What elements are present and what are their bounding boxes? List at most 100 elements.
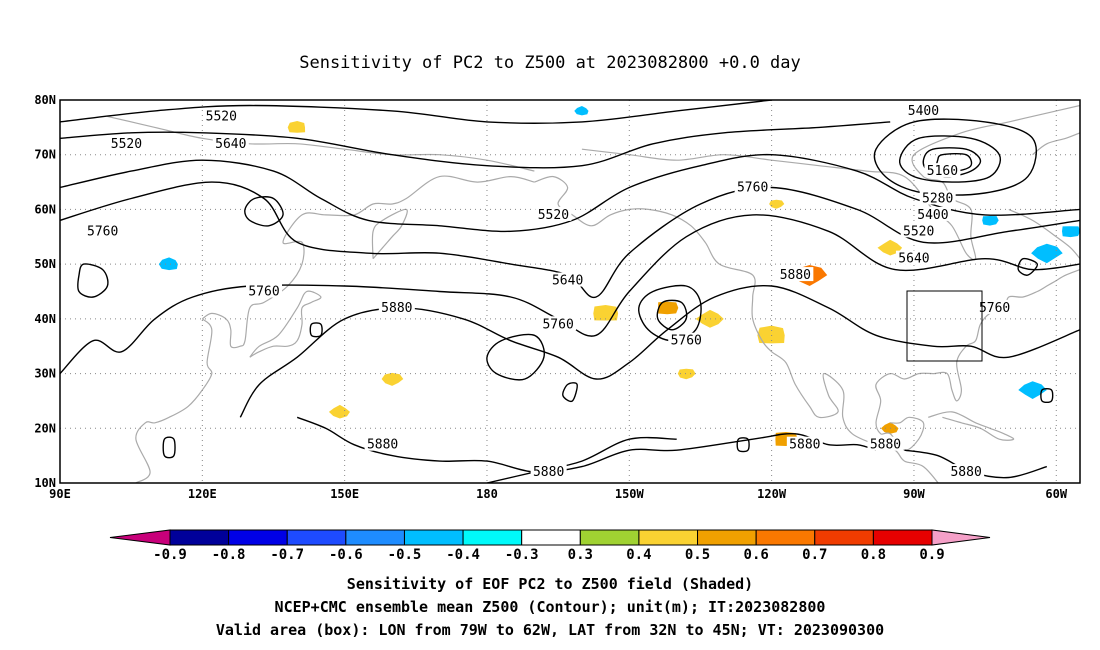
footer-line-1: Sensitivity of EOF PC2 to Z500 field (Sh… bbox=[347, 575, 753, 593]
contour-label-bg bbox=[976, 299, 1013, 314]
coastline bbox=[107, 115, 535, 172]
coastline bbox=[371, 208, 408, 260]
contour-label: 5880 bbox=[381, 301, 412, 316]
sensitivity-patch bbox=[381, 372, 404, 386]
valid-area-box bbox=[906, 290, 983, 362]
colorbar-tick-label: -0.4 bbox=[446, 547, 480, 563]
lat-tick-label: 10N bbox=[34, 476, 56, 490]
contour-label-bg bbox=[246, 283, 282, 298]
sensitivity-patch bbox=[158, 257, 178, 271]
sensitivity-patch bbox=[1062, 226, 1080, 238]
contour-label-bg bbox=[203, 108, 240, 123]
coastlines-layer bbox=[107, 104, 1080, 483]
lon-tick-label: 60W bbox=[1045, 487, 1067, 501]
colorbar-swatch bbox=[638, 529, 699, 546]
z500-contour-loop bbox=[244, 196, 284, 227]
longitude-tick-labels: 90E 120E 150E 180 150W 120W 90W 60W bbox=[49, 487, 1068, 501]
contour-label-bg bbox=[535, 206, 572, 221]
contour-label-bg bbox=[905, 102, 942, 117]
contour-label: 5520 bbox=[206, 109, 237, 124]
sensitivity-patch bbox=[574, 106, 589, 116]
colorbar-tick-label: -0.3 bbox=[505, 547, 539, 563]
coastline bbox=[581, 104, 1080, 261]
sensitivity-patch bbox=[287, 121, 306, 133]
coastline bbox=[135, 318, 213, 483]
colorbar-tick-label: -0.6 bbox=[329, 547, 363, 563]
sensitivity-patch bbox=[881, 422, 899, 434]
sensitivity-patch bbox=[658, 301, 679, 315]
colorbar-tick-label: 0.5 bbox=[685, 547, 710, 563]
footer-line-2: NCEP+CMC ensemble mean Z500 (Contour); u… bbox=[275, 598, 826, 616]
map-frame bbox=[59, 99, 1081, 484]
colorbar-tick-label: -0.9 bbox=[153, 547, 187, 563]
contour-label-bg bbox=[84, 223, 121, 238]
contour-label-bg bbox=[212, 135, 249, 150]
colorbar-tick-label: 0.3 bbox=[568, 547, 593, 563]
contour-label-bg bbox=[895, 250, 932, 265]
lon-tick-label: 150W bbox=[615, 487, 645, 501]
z500-contour-loop bbox=[486, 333, 545, 381]
contour-label-bg bbox=[378, 299, 415, 314]
lat-tick-label: 30N bbox=[34, 367, 56, 381]
contour-label-bg bbox=[108, 135, 145, 150]
colorbar-tick-label: 0.7 bbox=[802, 547, 827, 563]
contour-label-bg bbox=[777, 267, 814, 282]
contour-label-bg bbox=[540, 316, 577, 331]
z500-contour-loop bbox=[562, 382, 578, 403]
colorbar-swatch bbox=[169, 529, 230, 546]
contour-label-bg bbox=[734, 179, 771, 194]
lat-tick-label: 80N bbox=[34, 93, 56, 107]
sensitivity-patch bbox=[695, 309, 724, 328]
colorbar-swatch bbox=[286, 529, 347, 546]
lon-tick-label: 120W bbox=[757, 487, 787, 501]
colorbar-tick-label: 0.6 bbox=[744, 547, 769, 563]
contour-label: 5640 bbox=[215, 137, 246, 152]
z500-contour-loop bbox=[1017, 257, 1039, 276]
colorbar-swatch bbox=[697, 529, 757, 546]
colorbar-tick-label: 0.8 bbox=[861, 547, 886, 563]
sensitivity-patch bbox=[769, 199, 785, 209]
lon-tick-label: 90W bbox=[903, 487, 925, 501]
colorbar-swatch bbox=[755, 529, 816, 546]
contour-label-bg bbox=[948, 464, 985, 479]
contour-label: 5760 bbox=[671, 334, 702, 349]
contour-label: 5400 bbox=[917, 208, 948, 223]
z500-contour-loop bbox=[162, 436, 176, 459]
lat-tick-label: 20N bbox=[34, 421, 56, 435]
contour-label: 5640 bbox=[552, 274, 583, 289]
latitude-tick-labels: 80N 70N 60N 50N 40N 30N 20N 10N bbox=[34, 93, 56, 490]
z500-contour-loop bbox=[656, 299, 688, 331]
z500-contour-loop bbox=[77, 263, 109, 298]
contour-label-bg bbox=[867, 436, 904, 451]
contour-label-bg bbox=[530, 464, 567, 479]
contour-label: 5160 bbox=[927, 164, 958, 179]
sensitivity-patch bbox=[757, 325, 785, 344]
sensitivity-patch bbox=[982, 216, 999, 226]
colorbar: -0.9 -0.8 -0.7 -0.6 -0.5 -0.4 -0.3 0.3 0.4 0.5 0.6… bbox=[109, 529, 991, 563]
contour-label: 5760 bbox=[248, 285, 279, 300]
sensitivity-patch bbox=[877, 239, 903, 256]
z500-contour-line bbox=[60, 121, 891, 169]
sensitivity-shading-layer bbox=[158, 106, 1080, 446]
lon-tick-label: 90E bbox=[49, 487, 71, 501]
z500-contour-loop bbox=[309, 322, 323, 338]
contour-label-bg bbox=[914, 206, 951, 221]
contour-label-bg bbox=[900, 223, 937, 238]
coastline bbox=[201, 175, 535, 349]
colorbar-swatch bbox=[814, 529, 874, 546]
contour-label-bg bbox=[786, 436, 823, 451]
contour-label: 5880 bbox=[533, 465, 564, 480]
z500-contour-loop bbox=[898, 135, 1001, 183]
sensitivity-patch bbox=[1031, 243, 1063, 264]
contour-label: 5520 bbox=[903, 224, 934, 239]
colorbar-tick-label: 0.9 bbox=[919, 547, 944, 563]
lat-tick-label: 50N bbox=[34, 257, 56, 271]
colorbar-tick-label: -0.5 bbox=[388, 547, 422, 563]
colorbar-tick-label: 0.4 bbox=[626, 547, 651, 563]
colorbar-swatch bbox=[579, 529, 640, 546]
contour-label: 5760 bbox=[737, 181, 768, 196]
footer-line-3: Valid area (box): LON from 79W to 62W, L… bbox=[216, 621, 884, 639]
contour-label-bg bbox=[668, 332, 705, 347]
colorbar-swatch bbox=[872, 529, 933, 546]
